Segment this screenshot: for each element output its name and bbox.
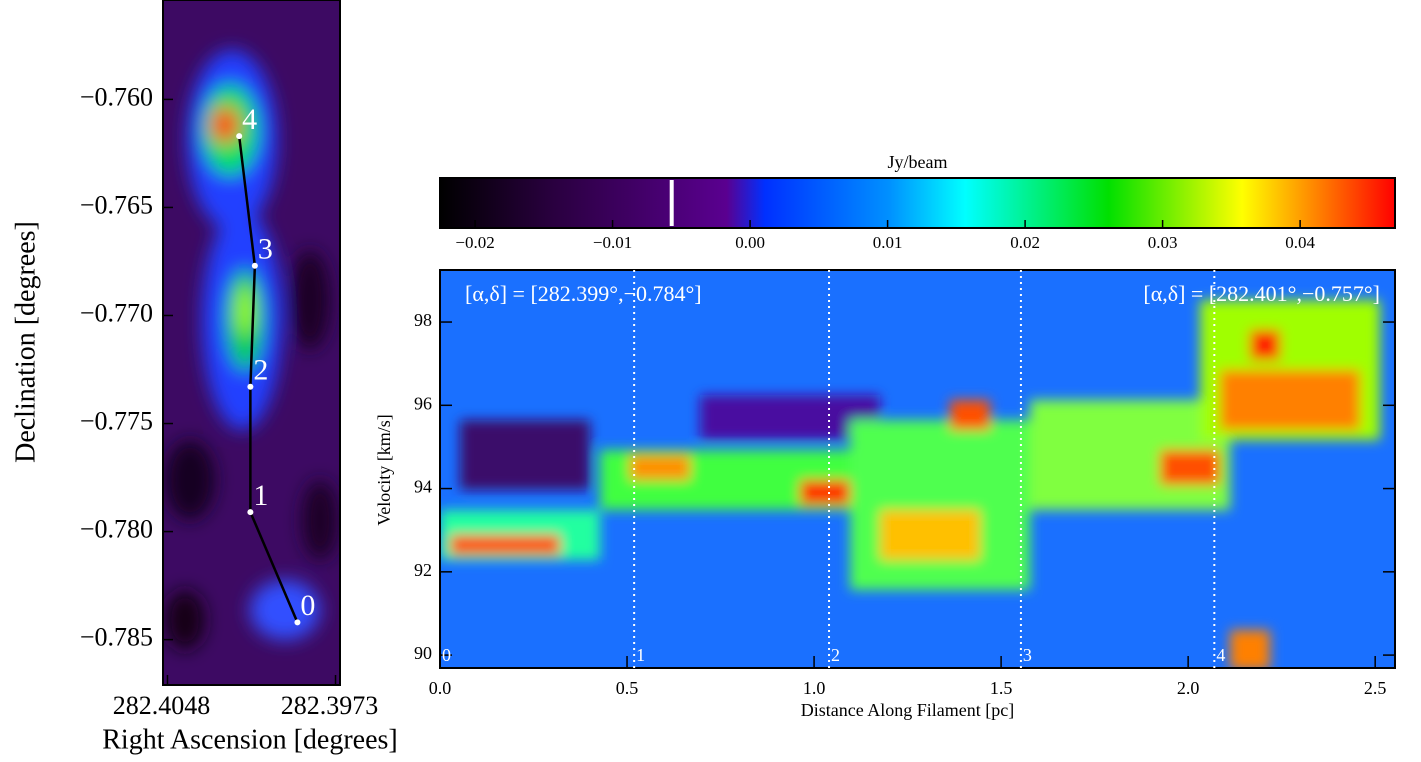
colorbar-tick-label: 0.01 xyxy=(873,233,903,252)
x-tick-label: 2.5 xyxy=(1364,678,1387,698)
x-axis-title: Distance Along Filament [pc] xyxy=(801,700,1014,720)
marker-label: 1 xyxy=(636,645,645,665)
annotation: [α,δ] = [282.401°,−0.757°] xyxy=(1143,281,1380,306)
track-label: 2 xyxy=(253,354,268,387)
annotation: [α,δ] = [282.399°,−0.784°] xyxy=(465,281,702,306)
x-tick-label: 1.5 xyxy=(990,678,1013,698)
y-tick-label: −0.760 xyxy=(80,82,153,111)
x-axis-title: Right Ascension [degrees] xyxy=(102,724,398,755)
track-point xyxy=(247,509,254,516)
track-point xyxy=(294,619,301,626)
pv-frame xyxy=(439,269,1396,669)
y-tick-label: 94 xyxy=(414,477,432,497)
x-tick-label: 0.0 xyxy=(429,678,452,698)
y-axis-title: Declination [degrees] xyxy=(10,221,41,463)
marker-label: 3 xyxy=(1023,645,1032,665)
colorbar xyxy=(439,177,1396,229)
pv-image xyxy=(440,270,1395,668)
colorbar-tick-label: 0.02 xyxy=(1010,233,1040,252)
x-tick-label: 1.0 xyxy=(803,678,826,698)
y-tick-label: −0.765 xyxy=(80,190,153,219)
y-tick-label: −0.780 xyxy=(80,515,153,544)
marker-label: 0 xyxy=(442,645,451,665)
y-tick-label: −0.775 xyxy=(80,407,153,436)
marker-label: 2 xyxy=(831,645,840,665)
map-image xyxy=(163,0,340,685)
x-tick-label: 282.3973 xyxy=(281,691,379,720)
track-point xyxy=(251,262,258,269)
colorbar-tick-label: 0.03 xyxy=(1148,233,1178,252)
map-frame xyxy=(162,0,341,686)
y-tick-label: −0.785 xyxy=(80,623,153,652)
track-label: 4 xyxy=(242,103,257,136)
colorbar-tick-label: −0.01 xyxy=(593,233,632,252)
y-tick-label: 90 xyxy=(414,643,432,663)
y-axis-title: Velocity [km/s] xyxy=(374,414,394,525)
y-tick-label: 96 xyxy=(414,393,432,413)
colorbar-title: Jy/beam xyxy=(888,152,948,172)
track-point xyxy=(247,383,254,390)
x-tick-label: 2.0 xyxy=(1177,678,1200,698)
track-point xyxy=(236,133,243,140)
track-label: 1 xyxy=(253,479,268,512)
y-tick-label: −0.770 xyxy=(80,298,153,327)
y-tick-label: 92 xyxy=(414,560,432,580)
track-label: 0 xyxy=(300,589,315,622)
colorbar-tick-label: 0.04 xyxy=(1285,233,1315,252)
x-tick-label: 0.5 xyxy=(616,678,639,698)
y-tick-label: 98 xyxy=(414,310,432,330)
marker-label: 4 xyxy=(1216,645,1225,665)
track-label: 3 xyxy=(258,233,273,266)
colorbar-tick-label: 0.00 xyxy=(735,233,765,252)
x-tick-label: 282.4048 xyxy=(113,691,211,720)
colorbar-tick-label: −0.02 xyxy=(455,233,494,252)
